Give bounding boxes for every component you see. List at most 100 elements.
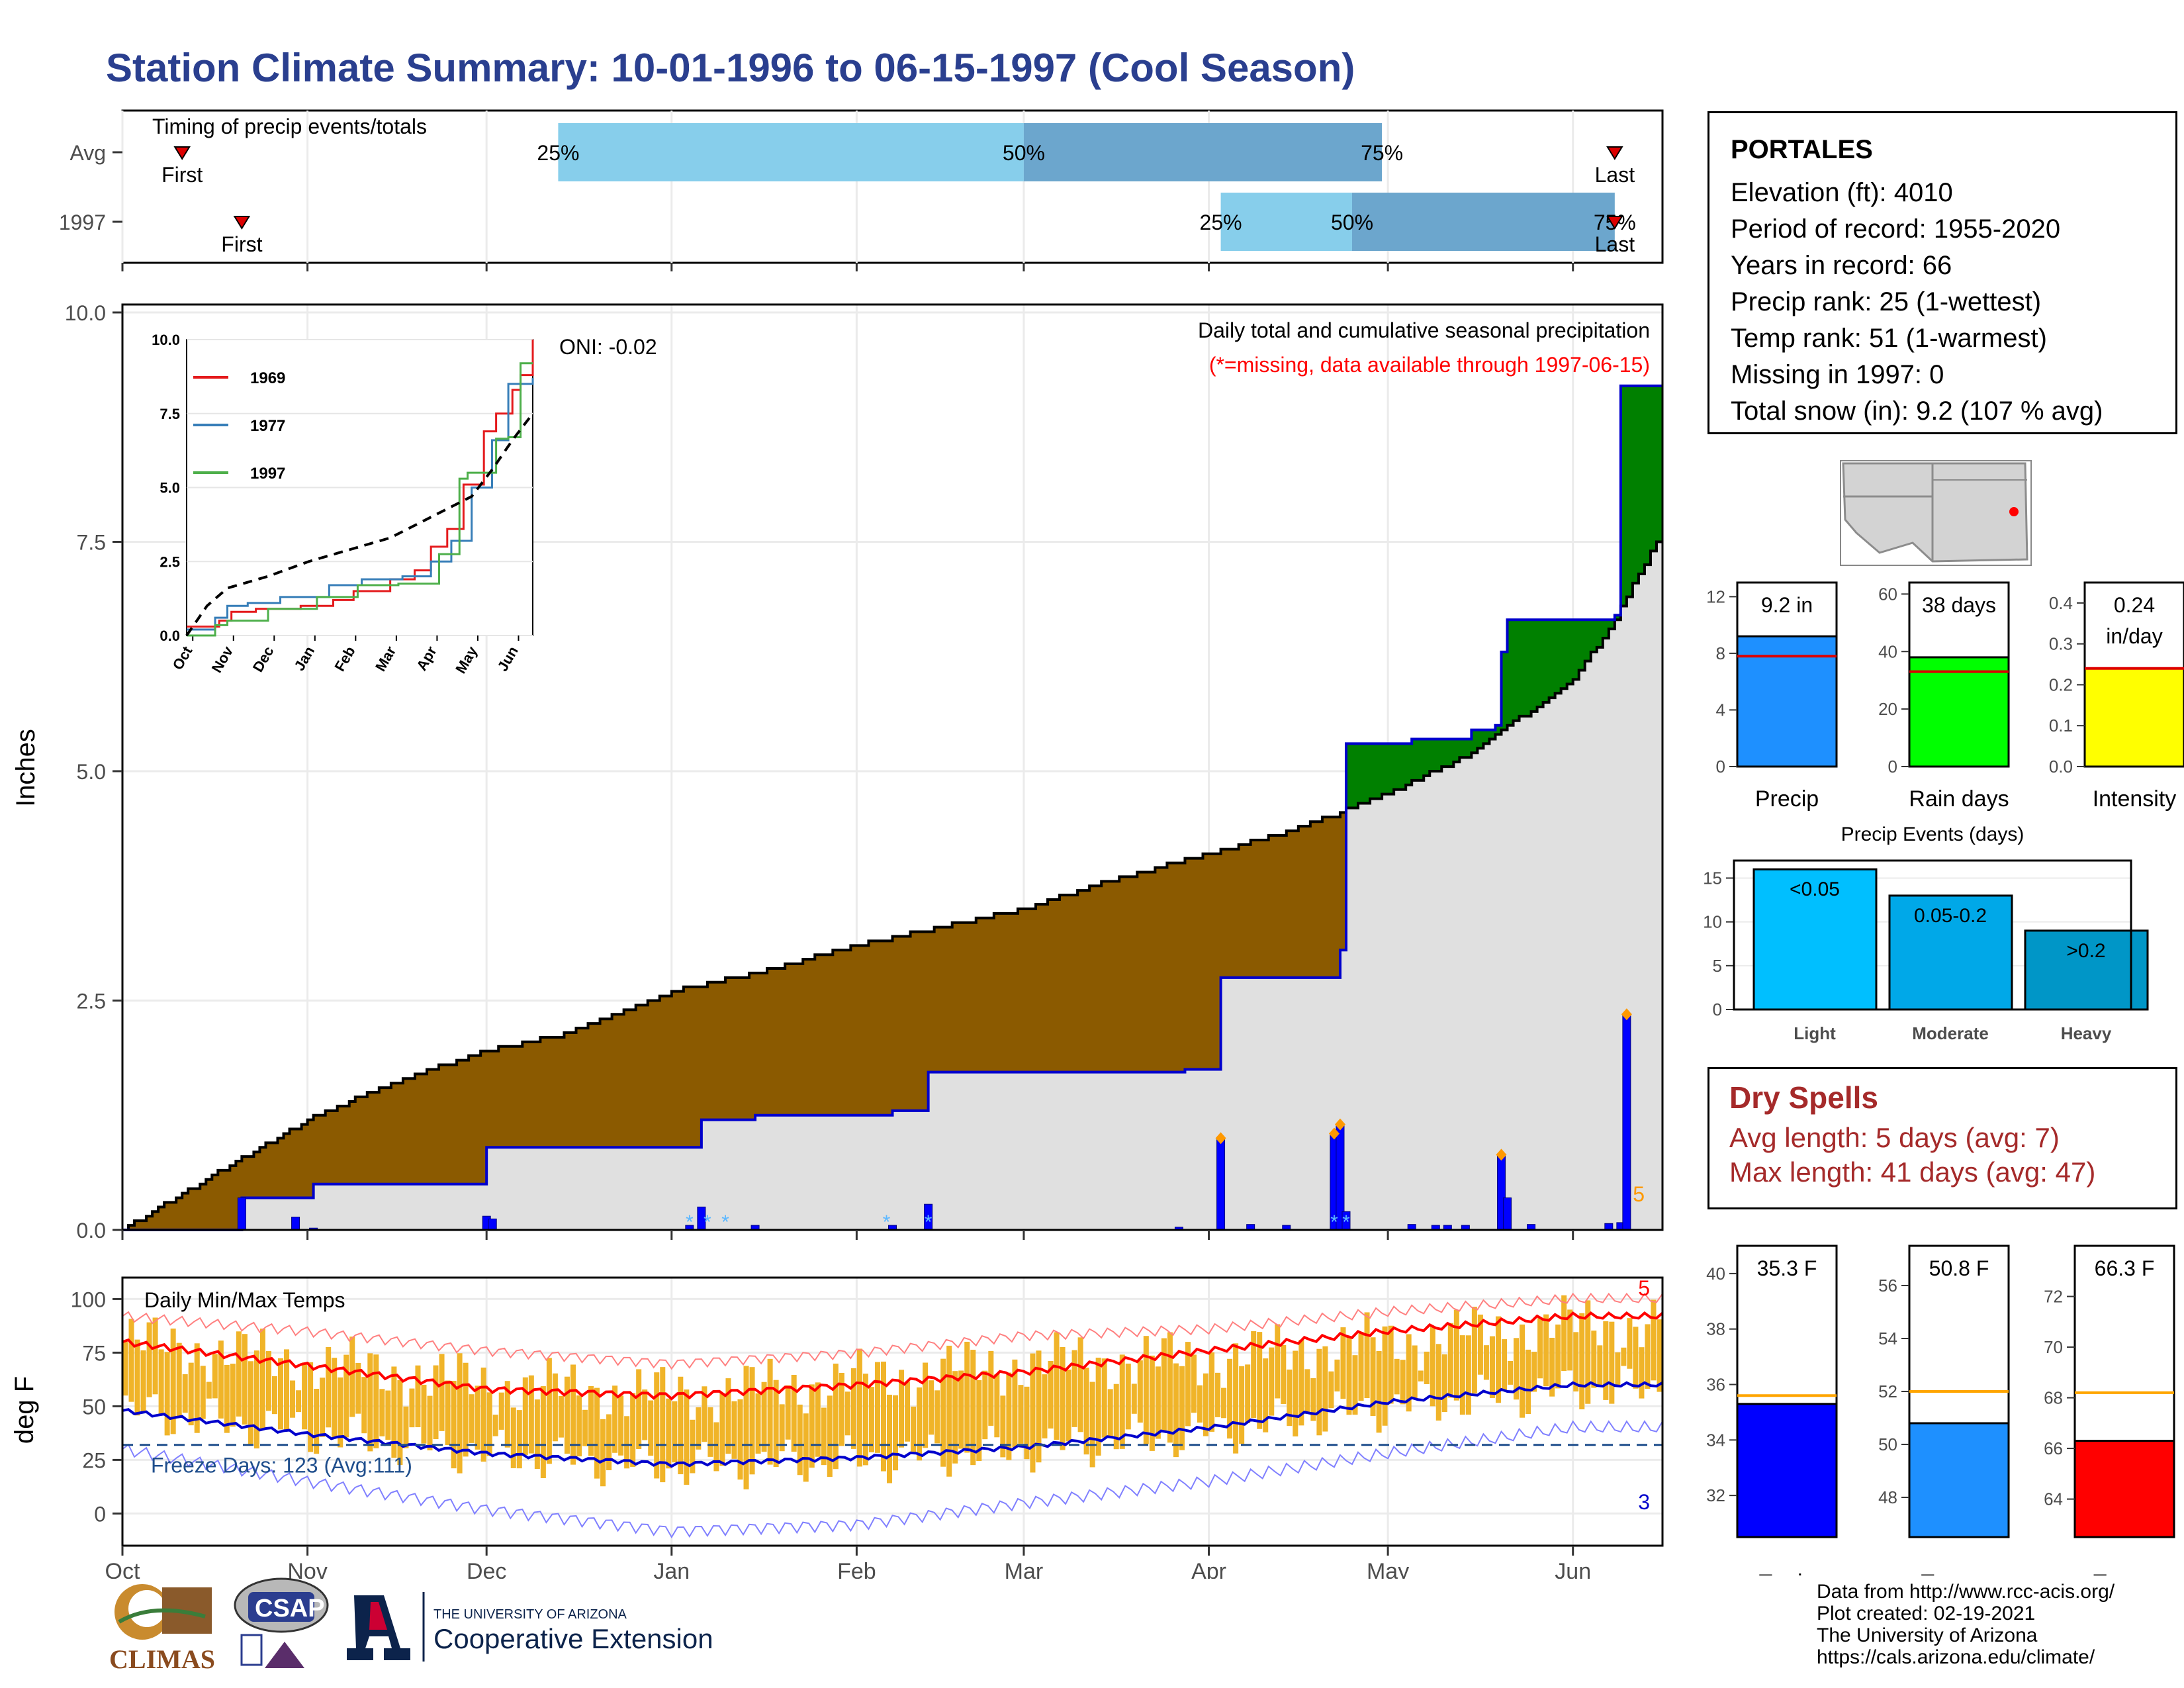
daily-temp-bar (1119, 1354, 1125, 1449)
average-cumulative-line (122, 540, 1662, 1231)
daily-temp-bar (1441, 1354, 1447, 1412)
daily-temp-bar (218, 1340, 224, 1419)
daily-temp-bar (492, 1415, 498, 1436)
station-elevation: Elevation (ft): 4010 (1731, 178, 1953, 207)
events-bar-label: 0.05-0.2 (1914, 905, 1987, 927)
daily-temp-bar (1621, 1347, 1627, 1366)
last-event-marker (1606, 216, 1623, 230)
daily-temp-bar (558, 1395, 564, 1438)
daily-temp-bar (361, 1377, 367, 1434)
daily-temp-bar (1495, 1316, 1501, 1403)
temp-y-tick-label: 50 (82, 1395, 106, 1419)
daily-temp-bar (1609, 1321, 1615, 1404)
month-label: Oct (105, 1559, 140, 1579)
events-category-label: Heavy (2061, 1023, 2112, 1043)
daily-temp-bar (839, 1372, 844, 1446)
daily-temp-bar (1597, 1345, 1603, 1387)
precip-frame (121, 303, 1664, 1231)
daily-temp-bar (737, 1399, 743, 1480)
daily-temp-bar (1364, 1312, 1370, 1399)
daily-temp-bar (296, 1390, 302, 1413)
daily-temp-bar (630, 1393, 636, 1467)
daily-temp-bar (475, 1385, 480, 1450)
daily-temp-bar (445, 1380, 451, 1446)
record-daily-marker (1215, 1132, 1226, 1145)
precip-chart-subtitle: (*=missing, data available through 1997-… (1209, 353, 1650, 377)
daily-temp-bar (940, 1358, 946, 1467)
daily-temp-bar (1418, 1370, 1424, 1382)
snow-day-marker: * (925, 1211, 933, 1233)
events-bar (2024, 929, 2149, 1011)
csap-logo: CSAP (234, 1577, 329, 1668)
credit-university: The University of Arizona (1817, 1624, 2038, 1646)
events-bar (1752, 868, 1878, 1011)
station-missing: Missing in 1997: 0 (1731, 360, 1944, 389)
daily-temp-bar (152, 1317, 158, 1395)
record-daily-marker (1496, 1149, 1507, 1161)
inset-y-tick-label: 5.0 (159, 480, 180, 496)
daily-temp-bar (874, 1362, 880, 1453)
daily-temp-bar (1453, 1309, 1459, 1401)
daily-temp-bar (1424, 1351, 1430, 1384)
temp-frame (121, 1276, 1664, 1547)
daily-temp-bar (278, 1358, 284, 1430)
daily-temp-bar (678, 1376, 684, 1475)
daily-temp-bar (343, 1354, 349, 1438)
daily-temp-bar (666, 1398, 672, 1469)
events-bar-label: <0.05 (1790, 878, 1840, 900)
daily-temp-bar (1340, 1327, 1346, 1399)
daily-temp-bar (1412, 1345, 1418, 1399)
daily-temp-bar (212, 1354, 218, 1399)
timing-row-label: Avg (69, 141, 106, 165)
summary-y-tick-label: 48 (1878, 1487, 1897, 1507)
daily-temp-bar (1251, 1331, 1257, 1418)
summary-y-tick-label: 0 (1716, 757, 1725, 776)
daily-temp-bar (391, 1366, 397, 1458)
daily-temp-bar (1101, 1358, 1107, 1438)
daily-temp-bar (326, 1346, 332, 1428)
summary-y-tick-label: 20 (1878, 699, 1897, 719)
daily-temp-bar (719, 1393, 725, 1466)
daily-precip-bar (1216, 1137, 1226, 1231)
daily-temp-bar (1549, 1337, 1555, 1397)
daily-temp-bar (1083, 1368, 1089, 1455)
daily-temp-bar (332, 1358, 338, 1438)
daily-temp-bar (349, 1336, 355, 1417)
daily-temp-bar (1191, 1354, 1197, 1413)
timing-title: Timing of precip events/totals (152, 115, 427, 138)
daily-temp-bar (421, 1384, 427, 1444)
record-daily-marker (1621, 1008, 1632, 1021)
freeze-days-label: Freeze Days: 123 (Avg:111) (151, 1454, 412, 1477)
daily-temp-bar (164, 1352, 170, 1436)
daily-temp-bar (911, 1406, 917, 1454)
oni-label: ONI: -0.02 (559, 335, 657, 359)
credit-url: https://cals.arizona.edu/climate/ (1817, 1646, 2095, 1668)
daily-temp-bar (516, 1410, 522, 1469)
daily-temp-bar (128, 1319, 134, 1402)
record-daily-marker (1328, 1127, 1340, 1140)
snow-day-marker: * (1342, 1211, 1350, 1233)
state-outline-shape (1842, 462, 2028, 563)
daily-temp-bar (1334, 1359, 1340, 1392)
daily-temp-bar (594, 1387, 600, 1479)
daily-temp-bar (1394, 1358, 1400, 1395)
inset-series-line (187, 378, 534, 631)
timing-bar-upper-half (1023, 123, 1383, 181)
daily-temp-bar (1639, 1347, 1645, 1399)
daily-temp-bar (1215, 1372, 1221, 1417)
daily-temp-bar (122, 1342, 128, 1396)
first-event-label: First (161, 163, 203, 187)
daily-temp-bar (1018, 1385, 1024, 1444)
daily-temp-bar (534, 1399, 540, 1470)
daily-temp-bar (654, 1372, 660, 1479)
daily-temp-bar (815, 1382, 821, 1457)
summary-bar-charts: 0 4 8 12 9.2 in Precip 0 20 40 60 38 days Rain days… (1703, 581, 2184, 1043)
last-event-marker (1606, 146, 1623, 160)
daily-temp-bar (1585, 1300, 1591, 1404)
average-tmax-line (122, 1311, 1664, 1401)
daily-temp-bar (200, 1366, 206, 1419)
daily-temp-bar (929, 1380, 934, 1435)
daily-temp-bar (1042, 1374, 1048, 1438)
daily-temp-bar (1471, 1307, 1477, 1394)
inset-y-tick-label: 7.5 (159, 406, 180, 422)
